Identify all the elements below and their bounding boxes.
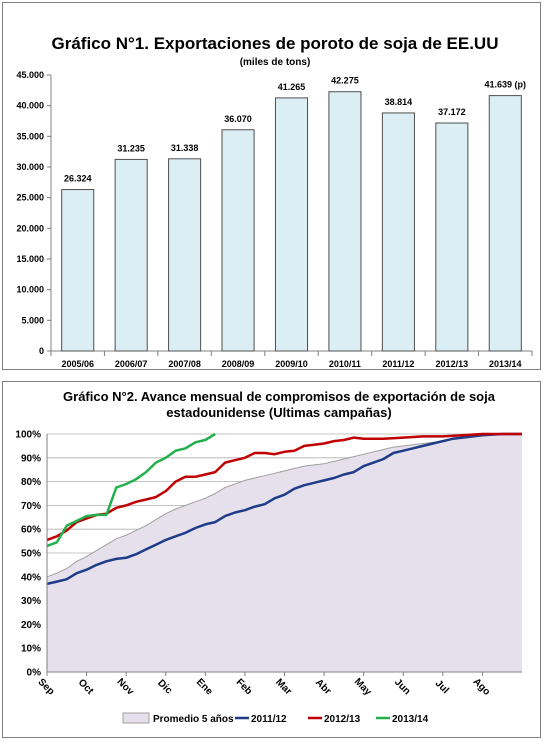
- chart-1-bar: [168, 158, 202, 352]
- chart-1-data-label: 42.275: [331, 76, 359, 86]
- chart-1-bar: [221, 129, 255, 352]
- chart-1-x-tick-label: 2010/11: [329, 359, 361, 369]
- chart-1-y-tick-label: 5.000: [21, 315, 44, 325]
- chart-1-bar: [435, 122, 469, 352]
- chart-2-y-tick-label: 20%: [21, 620, 41, 631]
- chart-1-x-tick-label: 2008/09: [222, 359, 255, 369]
- chart-2-y-tick-label: 0%: [27, 668, 42, 679]
- chart-1-bar: [381, 112, 415, 352]
- chart-1-y-tick-label: 45.000: [16, 70, 44, 80]
- chart-2-x-tick-label: Ene: [194, 677, 215, 698]
- chart-2-y-tick-label: 40%: [21, 572, 41, 583]
- chart-2-title-line-2: estadounidense (Ultimas campañas): [166, 405, 391, 420]
- chart-2-legend-swatch: [122, 712, 150, 724]
- chart-1-x-tick-label: 2005/06: [61, 359, 94, 369]
- chart-2-x-tick-label: Abr: [313, 677, 333, 697]
- chart-2-plot: 0% 10% 20% 30% 40% 50% 60% 70% 80% 90% 100% Sep Oct N…: [15, 430, 522, 698]
- chart-1-x-tick-label: 2007/08: [168, 359, 201, 369]
- chart-1-bar: [114, 158, 148, 352]
- chart-1-x-tick-label: 2009/10: [275, 359, 308, 369]
- chart-1-y-tick-label: 15.000: [16, 254, 44, 264]
- chart-1-y-tick-label: 35.000: [16, 131, 44, 141]
- chart-2-y-tick-label: 60%: [21, 525, 41, 536]
- chart-1-bar: [328, 91, 362, 352]
- chart-2-x-tick-label: Feb: [234, 677, 254, 697]
- chart-1-axes: 0 5.000 10.000 15.000 20.000 25.000 30.000 35.0…: [16, 70, 533, 369]
- chart-1-x-tick-label: 2006/07: [115, 359, 148, 369]
- chart-1-subtitle: (miles de tons): [240, 57, 311, 68]
- chart-2-y-tick-label: 80%: [21, 477, 41, 488]
- chart-1-y-tick-label: 20.000: [16, 223, 44, 233]
- chart-1-data-label: 37.172: [438, 107, 466, 117]
- chart-1-bars: 26.324 31.235 31.338 36.070 41.265 42.275 38.8…: [61, 76, 527, 352]
- chart-1-data-label: 41.265: [278, 82, 306, 92]
- chart-2-series-area: [47, 434, 522, 672]
- chart-1-x-tick-label: 2011/12: [382, 359, 414, 369]
- chart-2-series-line: [46, 432, 522, 586]
- chart-1-data-label: 38.814: [385, 97, 413, 107]
- chart-1-svg: Gráfico N°1. Exportaciones de poroto de …: [16, 34, 533, 369]
- chart-2-x-tick-label: Jun: [392, 677, 412, 697]
- chart-2-legend-label: 2013/14: [392, 714, 429, 725]
- chart-2-legend-label: 2011/12: [251, 714, 287, 725]
- chart-1-x-tick-label: 2013/14: [489, 359, 522, 369]
- chart-1-data-label: 41.639 (p): [485, 80, 527, 90]
- chart-1-y-tick-label: 0: [39, 346, 44, 356]
- chart-2-y-tick-label: 50%: [21, 549, 41, 560]
- chart-2-x-tick-label: Oct: [76, 677, 96, 697]
- chart-1-bar: [488, 95, 522, 352]
- chart-2-y-tick-label: 90%: [21, 453, 41, 464]
- chart-2-x-tick-label: Ago: [471, 676, 493, 698]
- chart-2-x-tick-label: Dic: [155, 678, 174, 697]
- chart-2-x-tick-label: Nov: [115, 676, 136, 697]
- chart-1-y-tick-label: 10.000: [16, 285, 44, 295]
- chart-2-x-tick-label: Sep: [36, 677, 57, 698]
- chart-2-y-tick-label: 70%: [21, 501, 41, 512]
- chart-1-y-tick-label: 40.000: [16, 101, 44, 111]
- chart-1-data-label: 31.235: [117, 143, 145, 153]
- chart-1-data-label: 36.070: [224, 114, 252, 124]
- chart-2-panel: Gráfico N°2. Avance mensual de compromis…: [2, 381, 541, 738]
- chart-2-series-area-edge: [46, 433, 522, 578]
- chart-1-data-label: 31.338: [171, 143, 199, 153]
- chart-2-y-tick-label: 10%: [21, 644, 41, 655]
- chart-2-series-line: [46, 432, 216, 548]
- chart-1-x-tick-label: 2012/13: [436, 359, 469, 369]
- chart-1-y-tick-label: 30.000: [16, 162, 44, 172]
- chart-2-y-tick-label: 100%: [15, 430, 41, 441]
- chart-2-series-line: [46, 432, 522, 542]
- chart-2-svg: Gráfico N°2. Avance mensual de compromis…: [15, 389, 522, 725]
- chart-2-x-tick-label: Jul: [433, 678, 451, 696]
- chart-2-x-tick-label: May: [352, 676, 374, 698]
- chart-2-title-line-1: Gráfico N°2. Avance mensual de compromis…: [63, 389, 496, 404]
- chart-1-title: Gráfico N°1. Exportaciones de poroto de …: [51, 34, 498, 53]
- chart-2-y-tick-label: 30%: [21, 596, 41, 607]
- chart-1-y-tick-label: 25.000: [16, 193, 44, 203]
- chart-2-x-tick-label: Mar: [273, 677, 293, 697]
- chart-1-bar: [61, 189, 95, 352]
- chart-1-data-label: 26.324: [64, 174, 92, 184]
- chart-2-legend: Promedio 5 años 2011/12 2012/13 2013/14: [122, 712, 429, 725]
- chart-2-legend-label: Promedio 5 años: [153, 714, 234, 725]
- chart-2-legend-label: 2012/13: [324, 714, 361, 725]
- chart-1-panel: Gráfico N°1. Exportaciones de poroto de …: [2, 2, 541, 370]
- chart-1-bar: [274, 97, 309, 352]
